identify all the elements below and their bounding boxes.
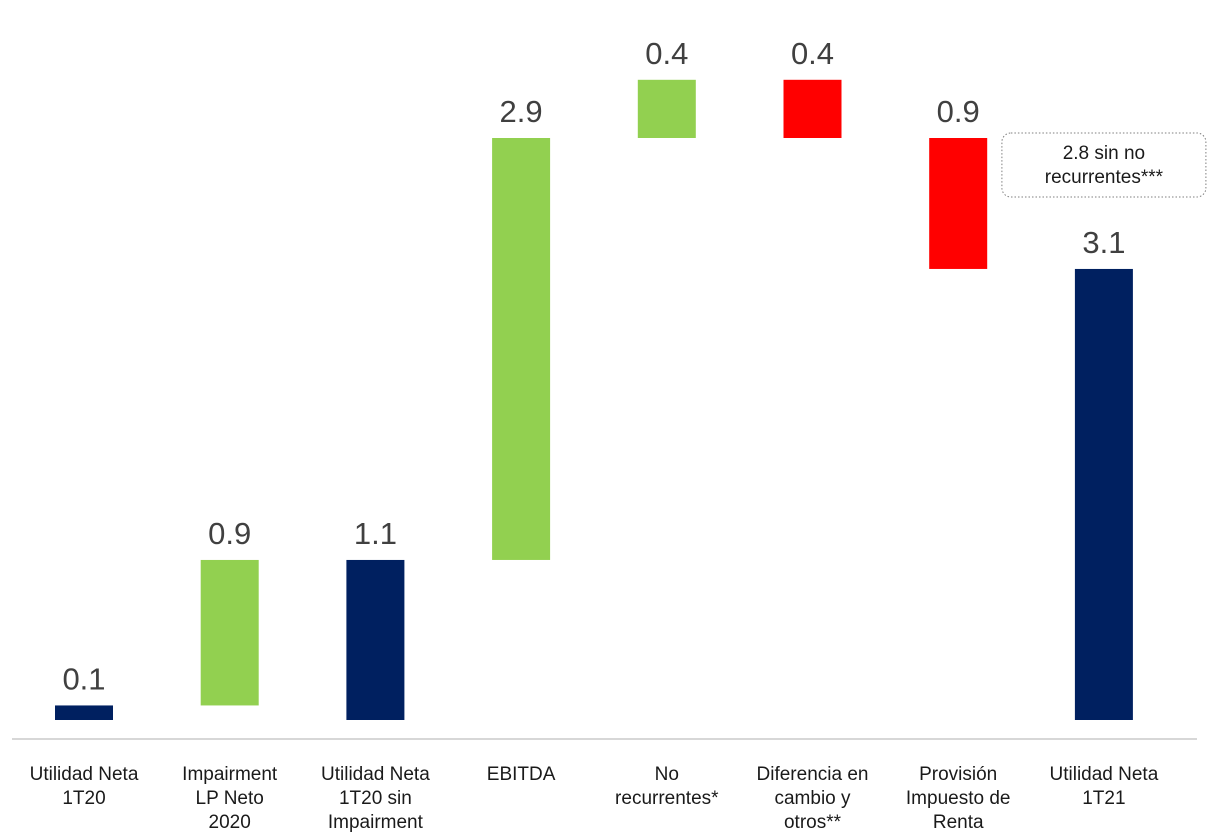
value-label-7: 0.9 — [937, 94, 980, 129]
category-label-4-line-1: EBITDA — [487, 764, 556, 785]
category-label-5-line-1: No — [655, 764, 679, 785]
category-label-7-line-1: Provisión — [919, 764, 997, 785]
category-label-7-line-2: Impuesto de — [906, 788, 1011, 809]
category-label-8-line-1: Utilidad Neta — [1050, 764, 1159, 785]
bar-5 — [637, 79, 696, 138]
category-label-6-line-1: Diferencia en — [757, 764, 869, 785]
category-label-2-line-3: 2020 — [209, 812, 251, 833]
category-label-8-line-2: 1T21 — [1082, 788, 1125, 809]
annotation-callout: 2.8 sin no recurrentes*** — [1001, 132, 1207, 198]
value-label-5: 0.4 — [645, 36, 688, 71]
bar-6 — [783, 79, 842, 138]
category-label-2-line-2: LP Neto — [196, 788, 264, 809]
category-label-6-line-3: otros** — [784, 812, 842, 833]
value-labels-layer: 0.1 0.9 1.1 2.9 0.4 0.4 0.9 3.1 — [62, 36, 1125, 697]
value-label-2: 0.9 — [208, 516, 251, 551]
category-labels-layer: Utilidad Neta 1T20 Impairment LP Neto 2020 Ut… — [30, 764, 1159, 833]
value-label-1: 0.1 — [62, 661, 105, 696]
bar-7 — [929, 138, 988, 269]
bar-3 — [346, 559, 405, 720]
bar-8 — [1074, 268, 1133, 720]
category-label-1-line-1: Utilidad Neta — [30, 764, 139, 785]
category-label-3-line-1: Utilidad Neta — [321, 764, 430, 785]
category-label-3-line-2: 1T20 sin — [339, 788, 412, 809]
value-label-4: 2.9 — [500, 94, 543, 129]
value-label-6: 0.4 — [791, 36, 834, 71]
bar-4 — [492, 138, 551, 560]
value-label-8: 3.1 — [1082, 225, 1125, 260]
category-label-2-line-1: Impairment — [182, 764, 278, 785]
bar-2 — [200, 559, 259, 706]
bar-1 — [55, 705, 113, 720]
annotation-box — [1001, 132, 1207, 198]
category-label-5-line-2: recurrentes* — [615, 788, 719, 809]
category-label-6-line-2: cambio y — [774, 788, 851, 809]
category-label-1-line-2: 1T20 — [62, 788, 105, 809]
value-label-3: 1.1 — [354, 516, 397, 551]
category-label-7-line-3: Renta — [933, 812, 984, 833]
annotation-text-line-1: 2.8 sin no — [1063, 143, 1145, 164]
category-label-3-line-3: Impairment — [328, 812, 424, 833]
bars-layer — [55, 79, 1133, 720]
annotation-text-line-2: recurrentes*** — [1045, 167, 1164, 188]
